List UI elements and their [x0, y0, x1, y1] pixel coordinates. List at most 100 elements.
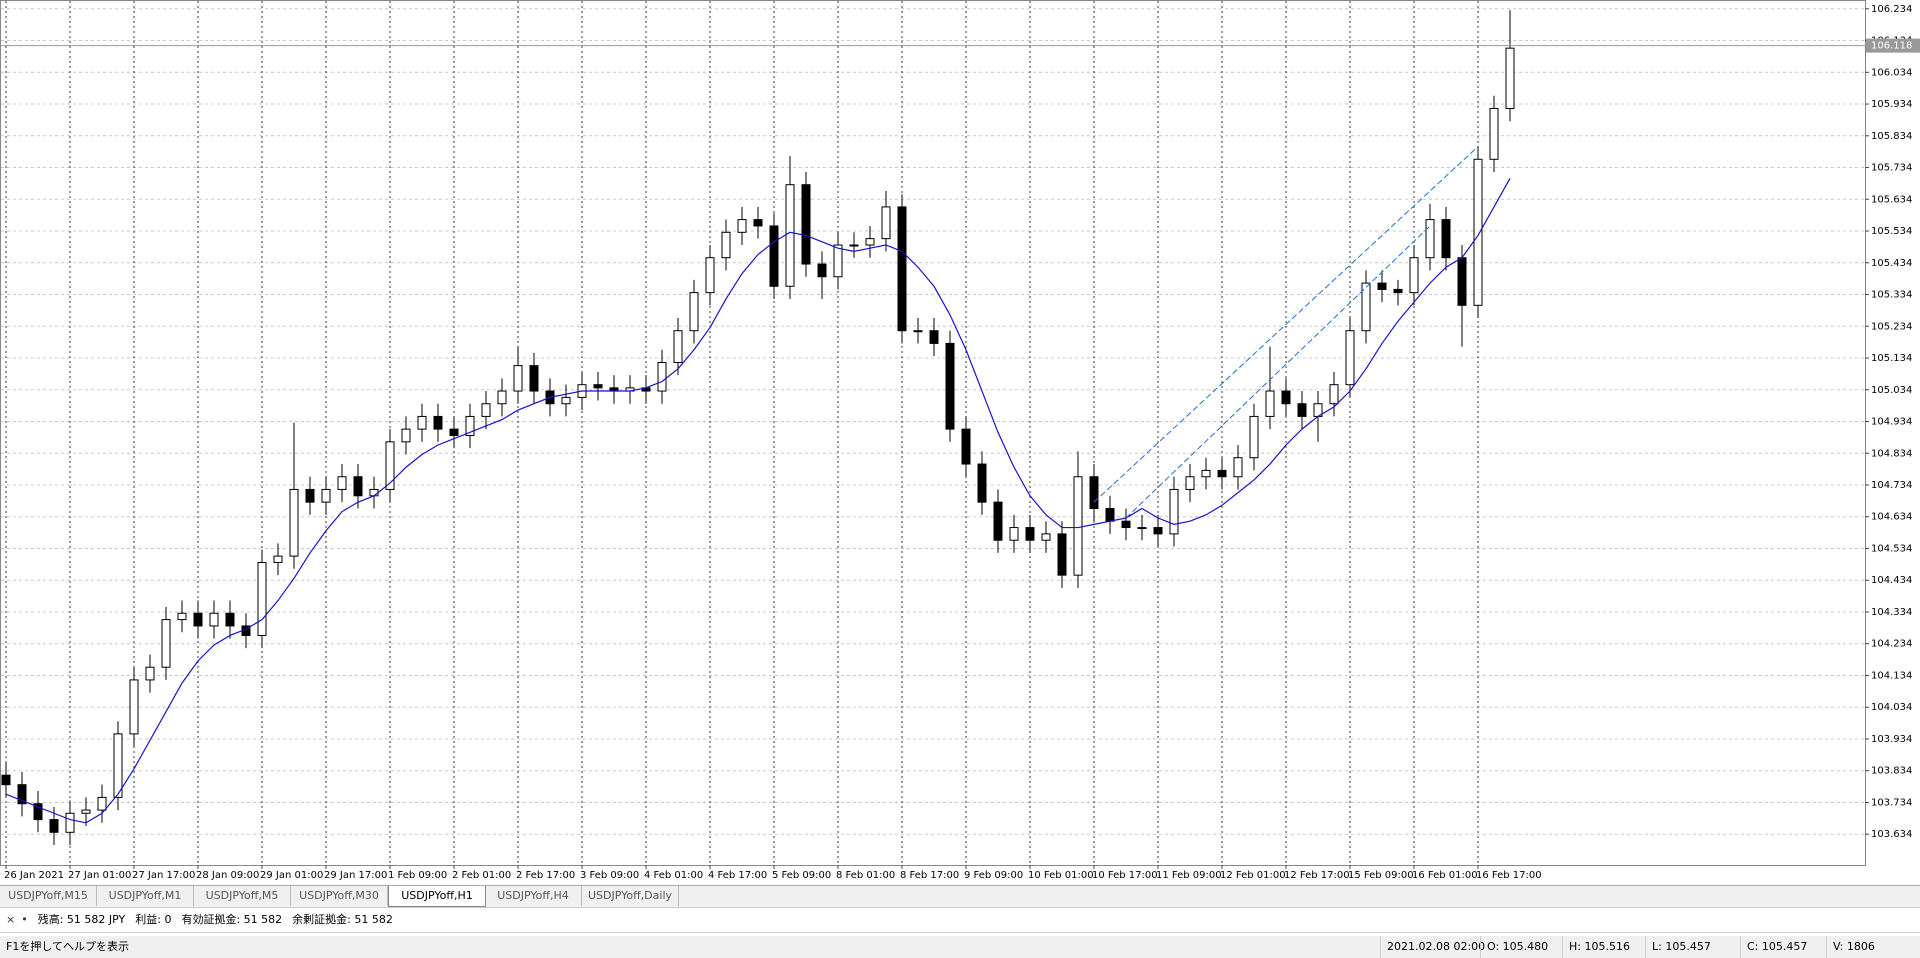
y-tick-label: 104.234 — [1871, 639, 1912, 650]
candle-body — [321, 488, 331, 503]
chart-tab[interactable]: USDJPYoff,M1 — [97, 886, 194, 906]
trend-line — [1093, 146, 1479, 503]
candle-body — [1153, 527, 1163, 535]
candle-body — [1425, 219, 1435, 259]
candle-body — [673, 330, 683, 363]
candle-body — [193, 612, 203, 627]
chart-tab[interactable]: USDJPYoff,Daily — [582, 886, 679, 906]
y-tick-label: 105.434 — [1871, 258, 1912, 269]
candle-body — [737, 219, 747, 233]
candle-body — [897, 206, 907, 332]
candle-body — [929, 330, 939, 344]
candle-body — [817, 263, 827, 278]
moving-average — [5, 178, 1511, 824]
y-tick-label: 105.034 — [1871, 385, 1912, 396]
candle-body — [705, 257, 715, 294]
x-tick-label: 8 Feb 17:00 — [900, 870, 959, 881]
account-info: 利益: 0 — [135, 913, 172, 926]
x-tick-label: 5 Feb 09:00 — [772, 870, 831, 881]
chart-tab[interactable]: USDJPYoff,H4 — [485, 886, 582, 906]
y-tick-label: 105.834 — [1871, 131, 1912, 142]
status-time: 2021.02.08 02:00 — [1380, 936, 1485, 958]
x-tick-label: 2 Feb 17:00 — [516, 870, 575, 881]
candle-body — [369, 488, 379, 497]
candle-body — [385, 441, 395, 490]
y-tick-label: 103.934 — [1871, 734, 1912, 745]
candle-body — [497, 390, 507, 405]
candle-body — [1121, 520, 1131, 529]
x-tick-label: 16 Feb 17:00 — [1476, 870, 1542, 881]
x-tick-label: 4 Feb 01:00 — [644, 870, 703, 881]
candle-body — [993, 501, 1003, 541]
candle-body — [785, 184, 795, 287]
status-open: O: 105.480 — [1480, 936, 1548, 958]
candle-body — [1073, 476, 1083, 576]
y-tick-label: 105.234 — [1871, 321, 1912, 332]
candle-body — [945, 342, 955, 430]
chart-tab[interactable]: USDJPYoff,M30 — [291, 886, 388, 906]
status-low: L: 105.457 — [1645, 936, 1711, 958]
x-tick-label: 27 Jan 01:00 — [68, 870, 131, 881]
candle-body — [1105, 507, 1115, 522]
y-tick-label: 103.634 — [1871, 829, 1912, 840]
candle-body — [49, 819, 59, 833]
x-tick-label: 9 Feb 09:00 — [964, 870, 1023, 881]
bid-label: 106.118 — [1871, 41, 1912, 52]
candle-body — [1441, 219, 1451, 259]
candle-body — [1041, 533, 1051, 541]
y-tick-label: 105.734 — [1871, 163, 1912, 174]
candle-body — [1489, 107, 1499, 160]
candle-body — [689, 292, 699, 332]
candle-body — [1345, 330, 1355, 386]
candle-body — [1057, 533, 1067, 576]
y-tick-label: 104.434 — [1871, 575, 1912, 586]
y-tick-label: 105.934 — [1871, 99, 1912, 110]
candle-body — [1025, 527, 1035, 541]
y-tick-label: 103.834 — [1871, 766, 1912, 777]
candle-body — [561, 396, 571, 405]
y-tick-label: 105.534 — [1871, 226, 1912, 237]
chart-tab[interactable]: USDJPYoff,M15 — [0, 886, 97, 906]
candle-body — [417, 415, 427, 430]
candle-body — [881, 206, 891, 240]
candle-body — [225, 612, 235, 627]
x-tick-label: 27 Jan 17:00 — [132, 870, 195, 881]
candle-body — [1505, 47, 1515, 109]
y-tick-label: 104.034 — [1871, 702, 1912, 713]
candle-body — [1297, 403, 1307, 417]
candle-body — [529, 365, 539, 392]
candle-body — [753, 219, 763, 227]
candle-body — [129, 679, 139, 735]
candle-body — [769, 225, 779, 287]
candle-body — [1137, 527, 1147, 530]
y-tick-label: 104.734 — [1871, 480, 1912, 491]
y-tick-label: 104.334 — [1871, 607, 1912, 618]
bullet: • — [21, 913, 28, 926]
candle-body — [305, 488, 315, 503]
chart: 103.634 103.734 103.834 103.934 104.034 104.1… — [0, 0, 1920, 881]
x-tick-label: 12 Feb 17:00 — [1284, 870, 1350, 881]
candle-body — [65, 812, 75, 833]
x-tick-label: 11 Feb 09:00 — [1156, 870, 1222, 881]
x-tick-label: 16 Feb 01:00 — [1412, 870, 1478, 881]
close-icon[interactable]: × — [6, 913, 16, 926]
candle-body — [273, 555, 283, 563]
candle-body — [977, 463, 987, 503]
y-tick-label: 104.634 — [1871, 512, 1912, 523]
candle-body — [513, 365, 523, 392]
candle-body — [113, 733, 123, 798]
candle-body — [1281, 390, 1291, 405]
y-tick-label: 104.134 — [1871, 670, 1912, 681]
chart-tab[interactable]: USDJPYoff,H1 — [388, 886, 486, 907]
candle-body — [1457, 257, 1467, 306]
chart-tab[interactable]: USDJPYoff,M5 — [194, 886, 291, 906]
candle-body — [849, 244, 859, 247]
y-tick-label: 103.734 — [1871, 797, 1912, 808]
candle-body — [1265, 390, 1275, 417]
y-tick-label: 104.534 — [1871, 543, 1912, 554]
terminal-bar: × • 残高: 51 582 JPY 利益: 0 有効証拠金: 51 582 余剰証拠金:… — [0, 908, 1920, 933]
y-tick-label: 104.834 — [1871, 448, 1912, 459]
candle-body — [801, 184, 811, 265]
candle-body — [465, 415, 475, 436]
y-tick-label: 105.134 — [1871, 353, 1912, 364]
